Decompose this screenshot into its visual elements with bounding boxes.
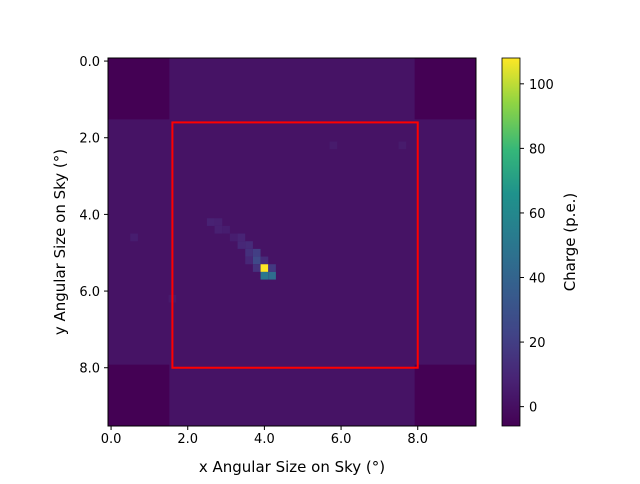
heatmap-pixel (222, 225, 230, 234)
heatmap-pixel (237, 233, 246, 242)
heatmap-pixel (245, 241, 253, 249)
heatmap-pixel (130, 233, 138, 242)
y-tick-label: 6.0 (79, 285, 100, 300)
heatmap-pixel (245, 248, 253, 257)
x-tick-label: 0.0 (101, 432, 122, 447)
colorbar-tick-label: 40 (529, 272, 546, 287)
heatmap-pixel (214, 225, 223, 234)
x-tick-label: 6.0 (331, 432, 352, 447)
region-outline-rectangle (171, 121, 419, 369)
y-tick-label: 8.0 (79, 362, 100, 377)
colorbar-tick-label: 100 (529, 78, 554, 93)
y-axis-label: y Angular Size on Sky (°) (51, 149, 69, 335)
heatmap-pixel (398, 141, 407, 150)
heatmap-pixel (245, 256, 253, 265)
y-tick-label: 2.0 (79, 132, 100, 147)
heatmap-pixel (260, 256, 269, 265)
colorbar-tick-label: 20 (529, 336, 546, 351)
heatmap-pixel (252, 256, 261, 265)
colorbar-tick-label: 60 (529, 207, 546, 222)
heatmap-pixel (268, 271, 276, 280)
heatmap-pixel (252, 264, 261, 272)
colorbar-tick-label: 80 (529, 142, 546, 157)
heatmap-pixel (237, 241, 246, 249)
heatmap-pixel (252, 248, 261, 257)
heatmap-pixel (229, 233, 238, 242)
y-axis: 0.0 2.0 4.0 6.0 8.0 (79, 55, 108, 377)
colorbar-label: Charge (p.e.) (561, 193, 579, 292)
plot-frame (107, 57, 477, 427)
empty-corner-region (414, 364, 476, 426)
overlay-layer (171, 121, 419, 369)
heatmap-pixel (329, 141, 338, 150)
heatmap-pixel (214, 218, 223, 226)
x-tick-label: 8.0 (407, 432, 428, 447)
y-tick-label: 0.0 (79, 55, 100, 70)
heatmap-pixel (260, 271, 269, 280)
empty-corner-region (108, 364, 170, 426)
heatmap-pixel (260, 264, 269, 272)
heatmap-image (108, 58, 476, 426)
x-tick-label: 2.0 (177, 432, 198, 447)
colorbar-tick-label: 0 (529, 401, 537, 416)
heatmap-pixel (206, 218, 215, 226)
x-tick-label: 4.0 (254, 432, 275, 447)
heatmap-pixel (268, 264, 276, 272)
empty-corner-region (414, 58, 476, 120)
x-axis: 0.0 2.0 4.0 6.0 8.0 (101, 426, 428, 447)
colorbar-ticks: 0 20 40 60 80 100 (520, 78, 554, 416)
empty-corner-region (108, 58, 170, 120)
y-tick-label: 4.0 (79, 208, 100, 223)
colorbar (501, 57, 521, 427)
x-axis-label: x Angular Size on Sky (°) (199, 458, 385, 476)
